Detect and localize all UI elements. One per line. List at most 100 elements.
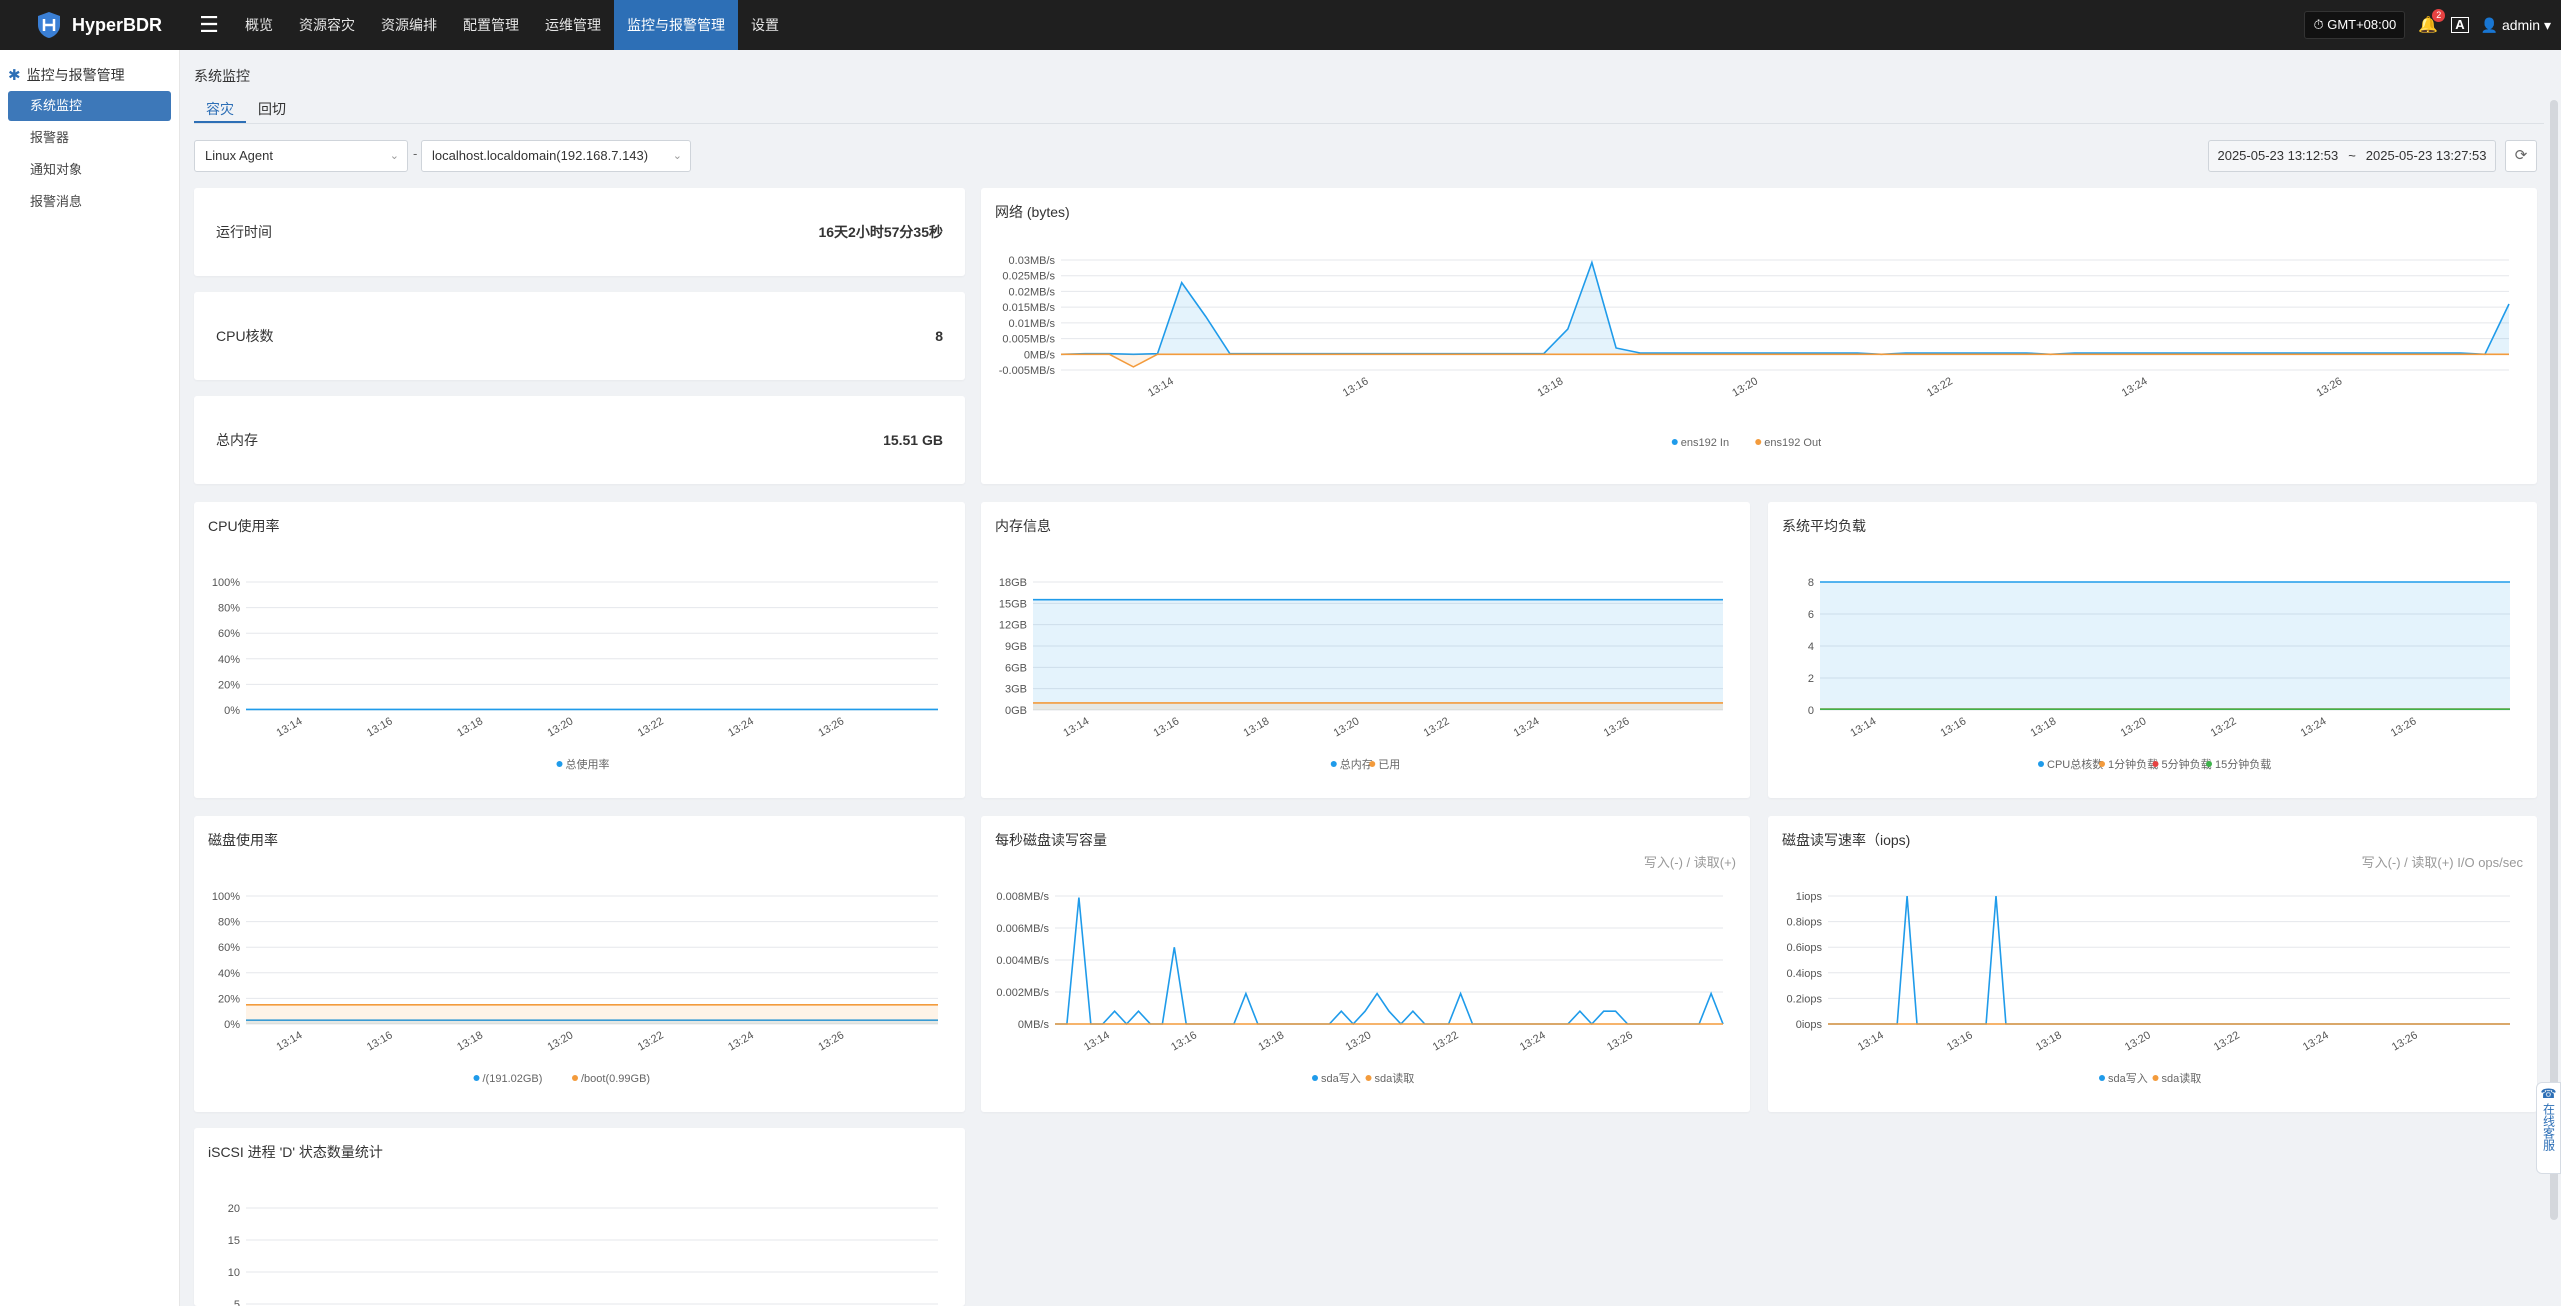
chart-title: 网络 (bytes) (995, 204, 1070, 220)
y-tick-label: 0.002MB/s (996, 987, 1049, 999)
nav-item-5[interactable]: 监控与报警管理 (614, 0, 738, 50)
host-value: localhost.localdomain(192.168.7.143) (432, 148, 649, 163)
date-end: 2025-05-23 13:27:53 (2365, 148, 2487, 163)
brand-logo[interactable]: HyperBDR (34, 10, 184, 40)
legend-label[interactable]: 5分钟负载 (2162, 757, 2212, 771)
x-tick-label: 13:16 (1151, 715, 1181, 739)
chart-title: 磁盘使用率 (208, 832, 278, 848)
y-tick-label: 6GB (1005, 662, 1027, 674)
x-tick-label: 13:16 (1945, 1029, 1975, 1053)
shield-logo-icon (38, 12, 60, 38)
x-tick-label: 13:18 (455, 715, 485, 739)
user-name: admin (2501, 16, 2541, 33)
x-tick-label: 13:14 (275, 715, 305, 739)
legend-label[interactable]: ens192 Out (1764, 437, 1821, 449)
host-select[interactable]: localhost.localdomain(192.168.7.143) ⌄ (421, 140, 691, 172)
nav-item-3[interactable]: 配置管理 (463, 17, 519, 33)
online-service-label: 在线客服 (2541, 1103, 2556, 1151)
x-tick-label: 13:24 (726, 1029, 756, 1053)
x-tick-label: 13:20 (1730, 375, 1760, 399)
legend-label[interactable]: sda读取 (2162, 1071, 2202, 1085)
x-tick-label: 13:26 (2390, 1029, 2420, 1053)
chart-axis: 100% 80% 60% 40% 20% 0% 13:14 13:16 13:18 13:20 13… (212, 891, 938, 1053)
y-tick-label: 6 (1808, 609, 1814, 621)
nav-item-4[interactable]: 运维管理 (545, 17, 601, 33)
chevron-down-icon: ⌄ (672, 150, 682, 162)
series-area-0 (1061, 262, 2509, 355)
nav-item-6[interactable]: 设置 (751, 17, 779, 33)
refresh-icon[interactable]: ⟳ (2505, 140, 2537, 172)
agent-type-select[interactable]: Linux Agent ⌄ (194, 140, 408, 172)
y-tick-label: 12GB (999, 620, 1027, 632)
sidebar-item-system-monitor[interactable]: 系统监控 (8, 91, 171, 121)
sidebar-section-label: 监控与报警管理 (26, 67, 125, 83)
legend-label[interactable]: /(191.02GB) (483, 1073, 543, 1085)
legend-label[interactable]: sda写入 (2108, 1073, 2148, 1085)
x-tick-label: 13:24 (1512, 715, 1542, 739)
language-switch-icon[interactable]: A (2451, 17, 2469, 33)
chart-card-memory: 内存信息 18GB 15GB 12GB 9GB 6GB 3GB 0GB 13:14 13:16 13… (981, 502, 1750, 798)
legend-label[interactable]: 15分钟负载 (2215, 757, 2271, 771)
nav-item-0[interactable]: 概览 (245, 17, 273, 33)
legend-label[interactable]: ens192 In (1681, 437, 1729, 449)
online-service-button[interactable]: ☎ 在线客服 (2536, 1082, 2561, 1174)
legend-label[interactable]: sda读取 (1375, 1071, 1415, 1085)
top-right-tools: ⏱ GMT+08:00 🔔 2 A 👤 admin ▾ (2304, 0, 2551, 50)
legend-dot (1369, 761, 1376, 767)
legend-label[interactable]: sda写入 (1321, 1073, 1361, 1085)
x-tick-label: 13:20 (1344, 1029, 1374, 1053)
legend-label[interactable]: /boot(0.99GB) (581, 1073, 650, 1085)
chart-axis: 1iops 0.8iops 0.6iops 0.4iops 0.2iops 0iops 13… (1787, 891, 2510, 1053)
sidebar-item-alarm-messages[interactable]: 报警消息 (30, 194, 83, 209)
sidebar-item-alarms[interactable]: 报警器 (30, 130, 70, 145)
chart-title: 内存信息 (995, 518, 1051, 534)
series-line-1 (1061, 353, 2509, 368)
tab-bar: 容灾 回切 (194, 96, 2544, 124)
tab-failback[interactable]: 回切 (258, 101, 286, 117)
brand-name: HyperBDR (72, 14, 163, 35)
x-tick-label: 13:20 (1332, 715, 1362, 739)
user-menu[interactable]: 👤 admin ▾ (2480, 16, 2551, 33)
x-tick-label: 13:20 (2123, 1029, 2153, 1053)
nav-item-2[interactable]: 资源编排 (381, 17, 437, 33)
menu-toggle-icon[interactable]: ☰ (199, 12, 219, 37)
tab-disaster-recovery[interactable]: 容灾 (194, 96, 246, 123)
y-tick-label: 0.005MB/s (1002, 334, 1055, 346)
y-tick-label: 60% (218, 628, 240, 640)
legend-label[interactable]: 总使用率 (566, 757, 610, 771)
legend-dot (572, 1075, 578, 1081)
legend-label[interactable]: CPU总核数 (2047, 757, 2103, 771)
y-tick-label: 3GB (1005, 684, 1027, 696)
y-tick-label: 2 (1808, 673, 1814, 685)
legend-dot (2099, 761, 2105, 767)
timezone-button[interactable]: ⏱ GMT+08:00 (2304, 11, 2406, 39)
x-tick-label: 13:26 (1605, 1029, 1635, 1053)
legend-label[interactable]: 1分钟负载 (2108, 757, 2158, 771)
y-tick-label: 100% (212, 891, 240, 903)
chart-axis: 20 15 10 5 (228, 1203, 938, 1306)
chart-axis: 100% 80% 60% 40% 20% 0% 13:14 13:16 13:18 13:20 13… (212, 577, 938, 739)
chart-svg-cpu: 100% 80% 60% 40% 20% 0% 13:14 13:16 13:18 13:20 13… (212, 577, 938, 771)
legend-dot (2038, 761, 2044, 767)
notification-bell-icon[interactable]: 🔔 2 (2417, 9, 2446, 35)
sidebar-item-notify-targets[interactable]: 通知对象 (30, 162, 83, 177)
stat-card-uptime: 运行时间 16天2小时57分35秒 (194, 188, 965, 276)
page-scrollbar[interactable] (2550, 100, 2558, 1220)
legend-dot (1330, 761, 1337, 767)
notification-badge: 2 (2432, 9, 2446, 22)
series-line-0 (1828, 895, 2510, 1025)
chart-axis: 0.03MB/s 0.025MB/s 0.02MB/s 0.015MB/s 0.01MB… (999, 255, 2509, 399)
sidebar-section-monitor[interactable]: ✱ 监控与报警管理 (8, 65, 179, 85)
y-tick-label: 0.025MB/s (1002, 271, 1055, 283)
chart-svg-iscsi: 20 15 10 5 (228, 1203, 938, 1306)
date-range-picker[interactable]: 2025-05-23 13:12:53 ~ 2025-05-23 13:27:5… (2208, 140, 2496, 172)
legend-label[interactable]: 总内存 (1340, 757, 1373, 771)
legend-label[interactable]: 已用 (1378, 759, 1400, 771)
x-tick-label: 13:18 (1535, 375, 1565, 399)
x-tick-label: 13:24 (1518, 1029, 1548, 1053)
nav-item-1[interactable]: 资源容灾 (299, 17, 355, 33)
chart-card-disk-iops: 磁盘读写速率（iops) 写入(-) / 读取(+) I/O ops/sec 1io… (1768, 816, 2537, 1112)
x-tick-label: 13:16 (1341, 375, 1371, 399)
x-tick-label: 13:26 (816, 715, 846, 739)
y-tick-label: 40% (218, 968, 240, 980)
